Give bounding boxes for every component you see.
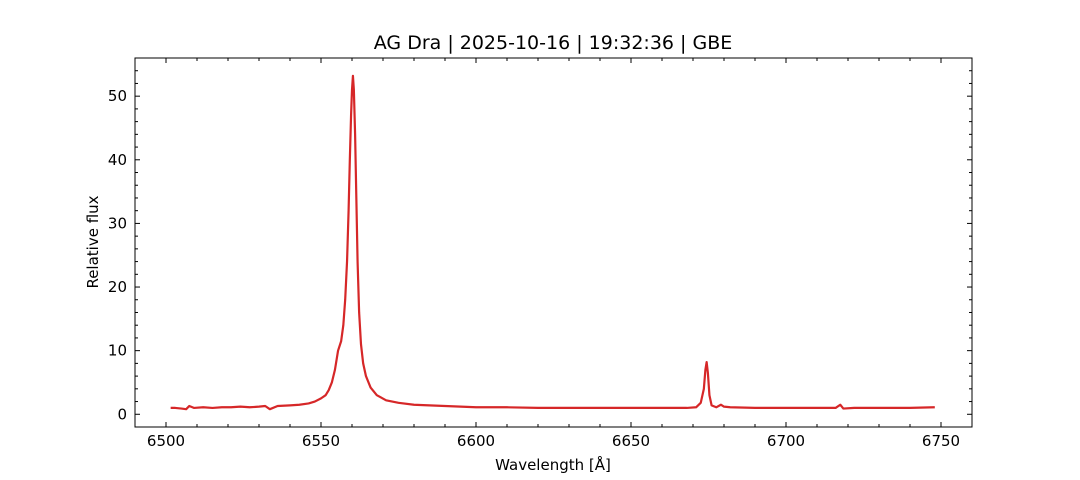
spectrum-line-0 [170,74,935,411]
y-tick-label: 40 [108,151,127,169]
y-tick-label: 20 [108,278,127,296]
x-axis: 6500 6550 6600 6650 6700 6750 [134,58,973,450]
x-tick-label: 6750 [922,432,960,450]
plot-frame [134,57,973,428]
y-axis: 0 10 20 30 40 50 [108,57,972,423]
y-tick-label: 0 [117,405,127,423]
y-tick-label: 30 [108,214,127,232]
plot-area [170,74,935,411]
y-axis-label: Relative flux [84,195,102,288]
y-tick-label: 50 [108,87,127,105]
x-tick-label: 6550 [302,432,340,450]
x-tick-label: 6650 [612,432,650,450]
y-tick-label: 10 [108,342,127,360]
x-axis-label: Wavelength [Å] [495,455,611,474]
x-tick-label: 6700 [767,432,805,450]
x-tick-label: 6500 [147,432,185,450]
x-tick-label: 6600 [457,432,495,450]
chart-title: AG Dra | 2025-10-16 | 19:32:36 | GBE [374,32,732,54]
